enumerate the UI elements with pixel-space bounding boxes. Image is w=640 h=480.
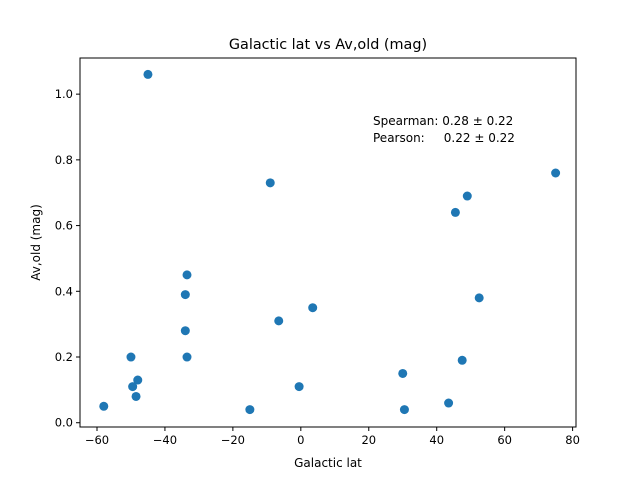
y-tick-label: 0.0: [55, 416, 73, 430]
y-tick-label: 1.0: [55, 87, 73, 101]
data-point: [180, 290, 190, 300]
data-point: [474, 293, 484, 303]
data-point: [180, 326, 190, 336]
y-axis-label: Av,old (mag): [29, 204, 43, 281]
x-tick-label: 0: [297, 433, 304, 447]
data-point: [398, 368, 408, 378]
x-tick-label: 80: [565, 433, 580, 447]
y-tick-label: 0.6: [55, 219, 73, 233]
data-point: [182, 352, 192, 362]
y-axis-ticks: 0.0 0.2 0.4 0.6 0.8 1.0: [55, 87, 80, 430]
x-tick-label: 20: [361, 433, 376, 447]
x-tick-label: −40: [153, 433, 177, 447]
data-point: [133, 375, 143, 385]
x-tick-label: 40: [429, 433, 444, 447]
data-point: [245, 405, 255, 415]
data-point: [128, 382, 138, 392]
pearson-annotation: Pearson: 0.22 ± 0.22: [373, 131, 515, 145]
data-point: [182, 270, 192, 280]
data-point: [457, 355, 467, 365]
x-tick-label: −20: [221, 433, 245, 447]
data-point: [462, 191, 472, 201]
points-layer: [99, 69, 561, 415]
spearman-annotation: Spearman: 0.28 ± 0.22: [373, 114, 513, 128]
data-point: [126, 352, 136, 362]
data-point: [399, 405, 409, 415]
x-axis-label: Galactic lat: [294, 456, 362, 470]
data-point: [308, 303, 318, 313]
data-point: [265, 178, 275, 188]
data-point: [450, 207, 460, 217]
y-tick-label: 0.2: [55, 350, 73, 364]
y-tick-label: 0.4: [55, 284, 73, 298]
data-point: [143, 69, 153, 79]
plot-frame: [79, 57, 577, 428]
data-point: [444, 398, 454, 408]
data-point: [551, 168, 561, 178]
data-point: [131, 391, 141, 401]
x-tick-label: −60: [85, 433, 109, 447]
y-tick-label: 0.8: [55, 153, 73, 167]
data-point: [274, 316, 284, 326]
data-point: [99, 401, 109, 411]
chart-title: Galactic lat vs Av,old (mag): [229, 37, 427, 53]
data-point: [294, 382, 304, 392]
x-axis-ticks: −60 −40 −20 0 20 40 60 80: [85, 427, 580, 447]
x-tick-label: 60: [497, 433, 512, 447]
